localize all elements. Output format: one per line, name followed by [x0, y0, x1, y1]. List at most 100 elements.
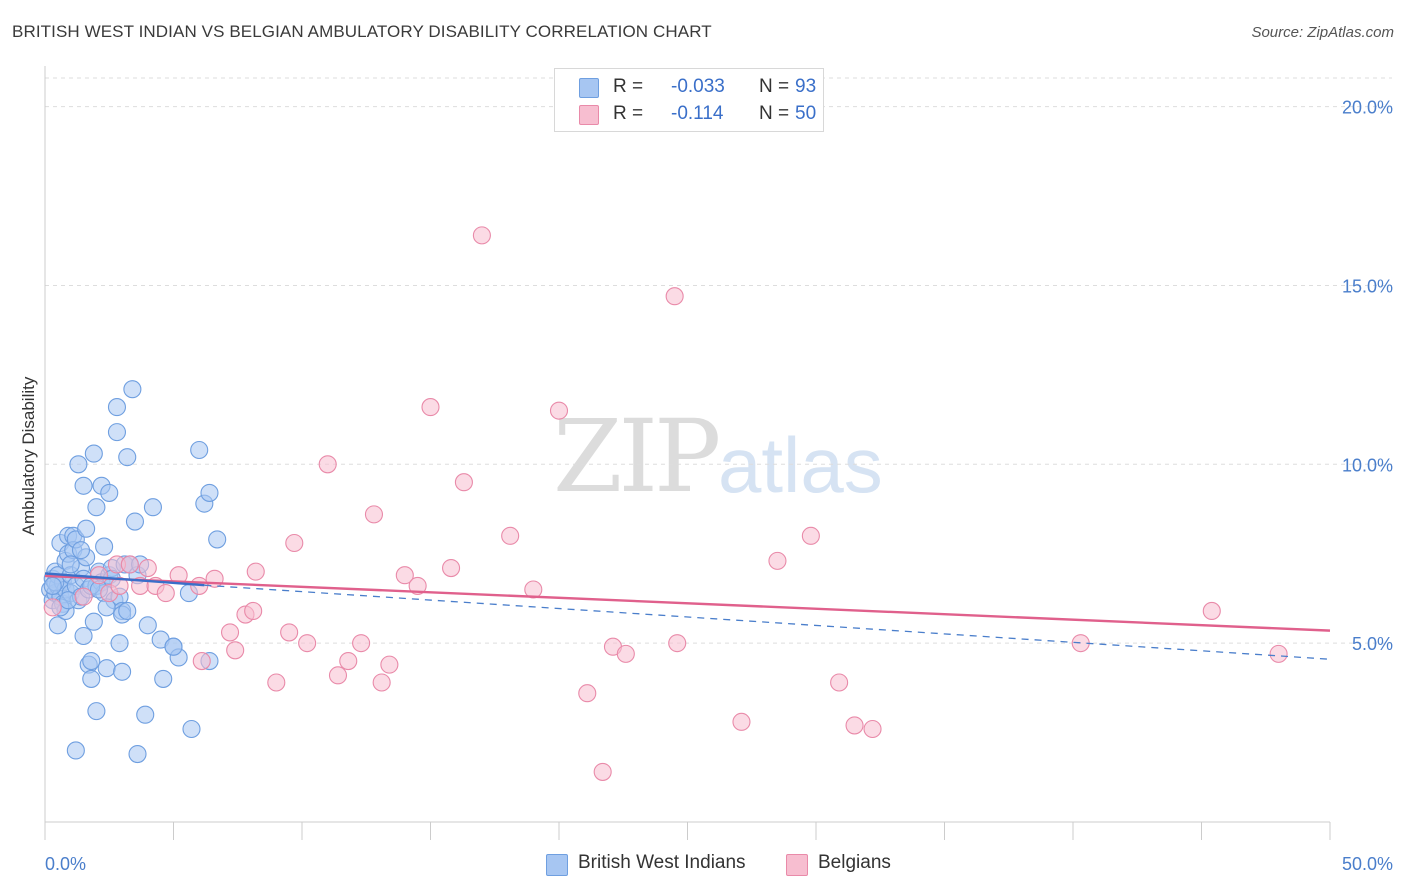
point-belgians	[421, 398, 440, 417]
legend-r-value: -0.033	[671, 76, 725, 97]
point-belgians	[801, 526, 820, 545]
legend-n-label: N =	[759, 76, 790, 97]
point-british-west-indians	[69, 455, 88, 474]
point-british-west-indians	[190, 440, 209, 460]
series-legend-belgians[interactable]: Belgians	[786, 852, 906, 876]
y-tick-label: 10.0%	[1342, 455, 1393, 475]
point-belgians	[280, 623, 299, 642]
point-british-west-indians	[59, 591, 78, 610]
watermark-zip: ZIP	[553, 398, 721, 515]
point-belgians	[156, 584, 175, 603]
y-tick-label: 15.0%	[1342, 276, 1393, 296]
point-belgians	[380, 655, 399, 674]
point-belgians	[138, 558, 157, 578]
trend-line-british-west-indians-dashed	[204, 584, 1331, 660]
point-belgians	[120, 555, 139, 574]
point-british-west-indians	[125, 512, 144, 531]
point-belgians	[395, 566, 414, 585]
legend-n-label: N =	[759, 103, 790, 124]
point-british-west-indians	[136, 705, 155, 724]
point-british-west-indians	[113, 662, 132, 681]
point-belgians	[246, 562, 265, 581]
legend-r-label: R =	[613, 103, 644, 124]
point-british-west-indians	[164, 637, 183, 656]
point-british-west-indians	[154, 669, 173, 688]
y-tick-label: 20.0%	[1342, 98, 1393, 118]
point-belgians	[501, 526, 520, 545]
point-british-west-indians	[208, 530, 227, 549]
point-british-west-indians	[84, 612, 103, 631]
point-belgians	[43, 598, 62, 617]
point-belgians	[549, 401, 569, 420]
point-british-west-indians	[84, 444, 103, 463]
point-belgians	[285, 533, 304, 553]
point-belgians	[768, 551, 787, 570]
point-british-west-indians	[74, 476, 93, 495]
point-british-west-indians	[200, 483, 219, 502]
point-belgians	[668, 634, 687, 653]
point-british-west-indians	[48, 616, 67, 635]
source-label: Source: ZipAtlas.com	[1251, 24, 1394, 41]
chart-title: BRITISH WEST INDIAN VS BELGIAN AMBULATOR…	[12, 22, 712, 41]
point-belgians	[352, 634, 371, 653]
point-british-west-indians	[87, 702, 106, 721]
point-belgians	[616, 644, 635, 663]
point-british-west-indians	[107, 423, 127, 442]
trend-lines	[44, 572, 1331, 660]
point-belgians	[364, 505, 384, 524]
point-british-west-indians	[82, 651, 101, 671]
grid-lines	[45, 77, 1392, 644]
point-belgians	[732, 712, 751, 731]
legend-swatch-pink	[579, 105, 599, 125]
y-tick-label: 5.0%	[1352, 634, 1393, 654]
series-legend-british-west-indians[interactable]: British West Indians	[546, 852, 766, 876]
legend-r-label: R =	[613, 76, 644, 97]
legend-swatch-pink	[786, 854, 808, 876]
trend-line-british-west-indians	[44, 572, 205, 587]
point-british-west-indians	[128, 744, 147, 764]
point-belgians	[339, 651, 358, 671]
point-british-west-indians	[71, 541, 91, 560]
point-british-west-indians	[87, 498, 106, 517]
point-british-west-indians	[82, 669, 101, 688]
point-belgians	[74, 587, 93, 606]
tick-labels: 5.0% 10.0% 15.0% 20.0% 0.0% 50.0% Ambulatory D…	[19, 98, 1393, 874]
point-belgians	[328, 666, 348, 685]
point-british-west-indians	[143, 498, 162, 517]
point-belgians	[267, 673, 286, 692]
point-belgians	[578, 684, 597, 703]
point-belgians	[454, 473, 473, 492]
watermark-atlas: atlas	[718, 421, 883, 509]
point-belgians	[593, 762, 612, 781]
legend-swatch-blue	[546, 854, 568, 876]
point-belgians	[845, 716, 864, 735]
point-belgians	[226, 641, 245, 660]
point-british-west-indians	[110, 634, 129, 653]
x-tick-label-max: 50.0%	[1342, 854, 1393, 874]
point-belgians	[408, 576, 427, 595]
trend-line-belgians	[44, 574, 1331, 632]
axes	[44, 66, 1331, 840]
point-british-west-indians	[182, 719, 201, 739]
correlation-legend: R = -0.033 N = 93 R = -0.114 N = 50	[554, 68, 824, 132]
y-axis-label: Ambulatory Disability	[19, 376, 38, 535]
point-british-west-indians	[100, 483, 119, 502]
point-belgians	[244, 601, 263, 621]
point-british-west-indians	[66, 741, 85, 760]
point-belgians	[524, 580, 543, 599]
x-tick-label-min: 0.0%	[45, 854, 86, 874]
point-belgians	[205, 569, 224, 588]
point-british-west-indians	[97, 659, 116, 678]
point-belgians	[665, 287, 684, 306]
legend-r-value: -0.114	[671, 103, 724, 124]
point-belgians	[298, 634, 317, 653]
point-belgians	[830, 673, 849, 692]
legend-n-value: 50	[795, 103, 817, 124]
point-british-west-indians	[107, 398, 127, 417]
point-british-west-indians	[77, 519, 96, 538]
point-british-west-indians	[74, 626, 93, 646]
point-belgians	[318, 455, 337, 474]
point-belgians	[89, 566, 109, 585]
point-belgians	[1269, 644, 1288, 663]
